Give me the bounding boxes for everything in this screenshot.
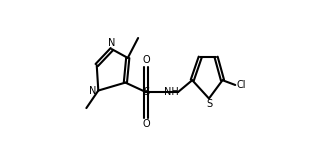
Text: Cl: Cl [236,80,246,90]
Text: O: O [142,55,150,65]
Text: N: N [108,38,116,48]
Text: S: S [206,99,212,109]
Text: N: N [89,86,97,96]
Text: NH: NH [164,87,179,97]
Text: O: O [142,119,150,129]
Text: S: S [143,87,149,97]
